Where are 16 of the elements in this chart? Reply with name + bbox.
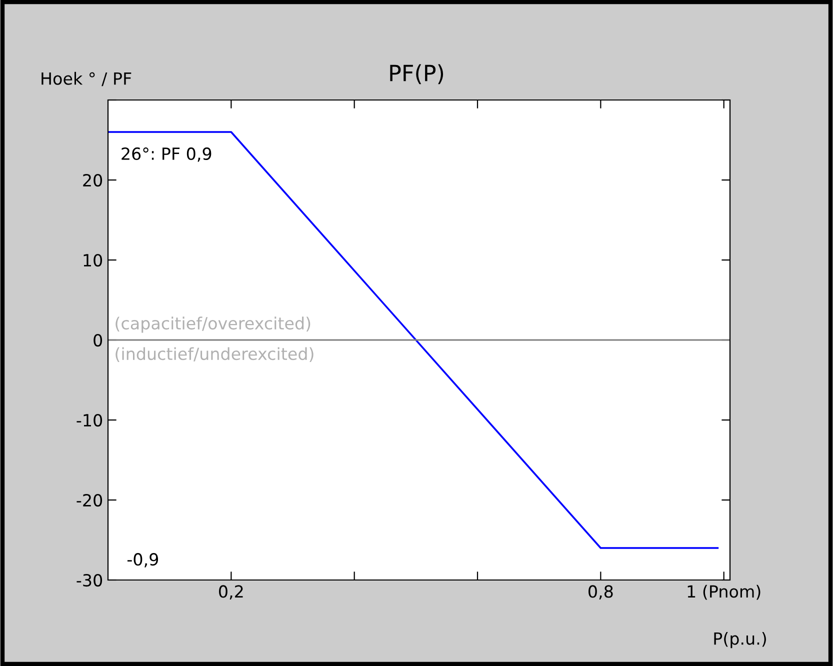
y-tick-label: 10: [84, 254, 102, 267]
x-axis-title: P(p.u.): [714, 632, 766, 648]
y-axis-title: Hoek ° / PF: [42, 72, 132, 86]
annotation: 26°: PF 0,9: [122, 147, 212, 162]
y-tick-label: -30: [76, 574, 102, 587]
annotation: (inductief/underexcited): [116, 347, 314, 362]
y-tick-label: -10: [76, 414, 102, 427]
x-tick-label: 0,8: [588, 585, 613, 600]
y-tick-label: 0: [94, 334, 102, 347]
annotation: -0,9: [127, 553, 158, 568]
chart-title: PF(P): [390, 64, 444, 84]
y-tick-label: 20: [83, 174, 102, 187]
x-tick-label: 1 (Pnom): [688, 584, 760, 600]
annotation: (capacitief/overexcited): [116, 316, 310, 333]
y-tick-label: -20: [76, 494, 102, 507]
x-tick-label: 0,2: [219, 585, 243, 600]
